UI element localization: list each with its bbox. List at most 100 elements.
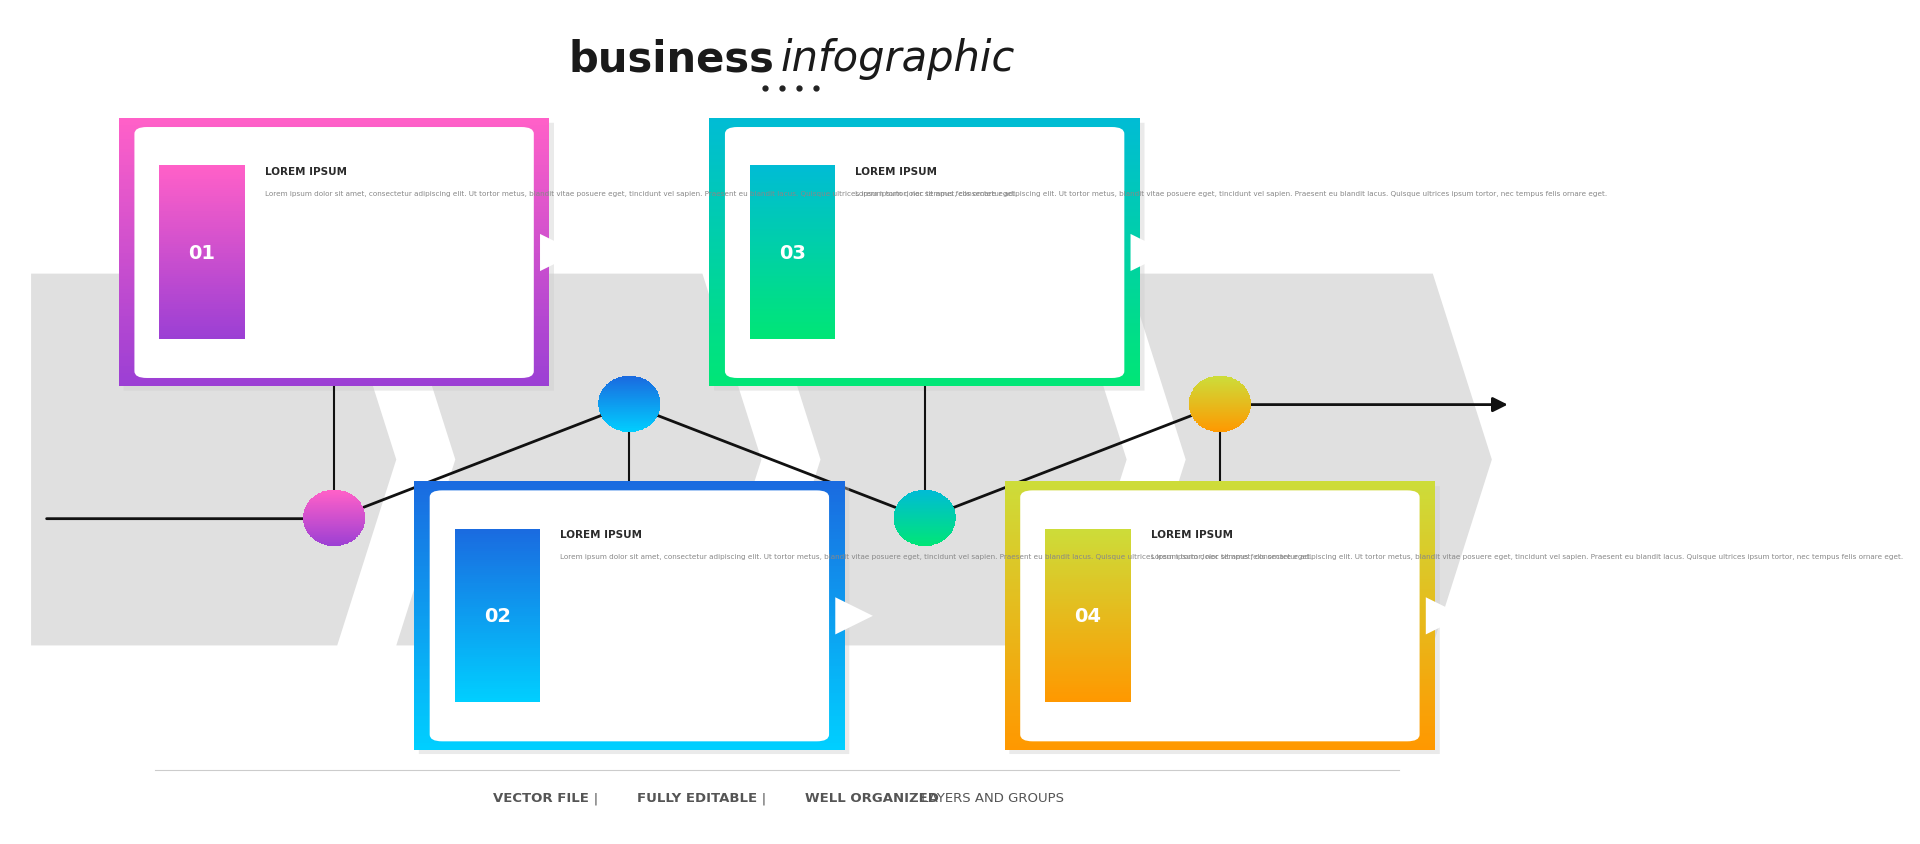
Bar <box>455 529 540 532</box>
Bar <box>415 683 845 686</box>
Bar <box>455 691 540 694</box>
Bar <box>1004 495 1434 499</box>
Bar <box>1188 405 1252 407</box>
Bar <box>305 529 363 531</box>
Bar <box>1192 414 1248 416</box>
Bar <box>1044 616 1131 619</box>
Bar <box>1004 722 1434 727</box>
Bar <box>1044 587 1131 590</box>
Bar <box>119 165 549 170</box>
Bar <box>1004 572 1434 576</box>
Bar <box>751 333 835 335</box>
Bar <box>751 212 835 214</box>
Bar <box>708 316 1140 320</box>
Bar <box>599 408 660 410</box>
Bar <box>1200 382 1240 384</box>
Bar <box>616 378 643 380</box>
Bar <box>708 323 1140 327</box>
Bar <box>708 139 1140 143</box>
Bar <box>1188 406 1252 407</box>
Bar <box>119 153 549 156</box>
Bar <box>708 233 1140 236</box>
Bar <box>455 670 540 673</box>
Bar <box>1190 414 1250 415</box>
Bar <box>159 317 244 320</box>
Bar <box>1208 378 1233 379</box>
Bar <box>708 356 1140 360</box>
Bar <box>1196 386 1244 387</box>
Bar <box>1190 394 1250 395</box>
Bar <box>303 521 365 522</box>
Bar <box>455 676 540 679</box>
Bar <box>1044 579 1131 582</box>
Bar <box>323 544 346 545</box>
Bar <box>159 177 244 180</box>
Text: Lorem ipsum dolor sit amet, consectetur adipiscing elit. Ut tortor metus, blandi: Lorem ipsum dolor sit amet, consectetur … <box>265 191 1018 197</box>
Bar <box>119 376 549 381</box>
Bar <box>895 528 954 529</box>
Bar <box>1044 622 1131 625</box>
Bar <box>1004 516 1434 519</box>
Bar <box>415 642 845 647</box>
Bar <box>415 719 845 723</box>
Bar <box>1206 379 1235 381</box>
Bar <box>159 279 244 281</box>
Bar <box>455 560 540 562</box>
Bar <box>1004 579 1434 582</box>
Bar <box>1044 694 1131 696</box>
Bar <box>751 240 835 242</box>
Bar <box>303 516 365 517</box>
Bar <box>708 343 1140 347</box>
Bar <box>119 266 549 270</box>
Bar <box>751 255 835 257</box>
Bar <box>455 551 540 554</box>
Bar <box>119 360 549 364</box>
Bar <box>611 382 649 383</box>
Bar <box>455 561 540 564</box>
Bar <box>751 305 835 307</box>
Bar <box>751 205 835 208</box>
Text: infographic: infographic <box>780 38 1014 80</box>
Bar <box>751 208 835 210</box>
Bar <box>708 169 1140 173</box>
Bar <box>119 156 549 160</box>
Bar <box>1202 426 1238 427</box>
Bar <box>611 425 649 427</box>
Bar <box>159 216 244 219</box>
Bar <box>1192 392 1248 393</box>
Bar <box>119 129 549 133</box>
Bar <box>1208 430 1233 431</box>
Bar <box>893 516 956 517</box>
Bar <box>1044 566 1131 569</box>
Bar <box>609 425 651 426</box>
Bar <box>1004 596 1434 599</box>
Bar <box>1188 403 1252 404</box>
Bar <box>708 346 1140 350</box>
Bar <box>708 363 1140 367</box>
Bar <box>708 337 1140 340</box>
Bar <box>1188 399 1250 401</box>
Bar <box>415 495 845 499</box>
Bar <box>616 429 643 430</box>
Bar <box>159 186 244 188</box>
Bar <box>1044 670 1131 673</box>
Bar <box>159 220 244 223</box>
Bar <box>607 384 651 386</box>
Bar <box>620 377 639 379</box>
Polygon shape <box>396 274 762 646</box>
Bar <box>455 538 540 540</box>
Bar <box>708 360 1140 364</box>
Bar <box>1044 596 1131 599</box>
Bar <box>119 366 549 371</box>
Bar <box>751 220 835 223</box>
Bar <box>1004 489 1434 492</box>
Bar <box>1004 669 1434 673</box>
FancyBboxPatch shape <box>134 127 534 378</box>
Bar <box>751 242 835 245</box>
Bar <box>315 495 353 497</box>
Bar <box>159 307 244 310</box>
Bar <box>1198 384 1242 386</box>
Text: WELL ORGANIZED: WELL ORGANIZED <box>804 791 939 804</box>
Bar <box>895 524 954 525</box>
Bar <box>119 196 549 200</box>
